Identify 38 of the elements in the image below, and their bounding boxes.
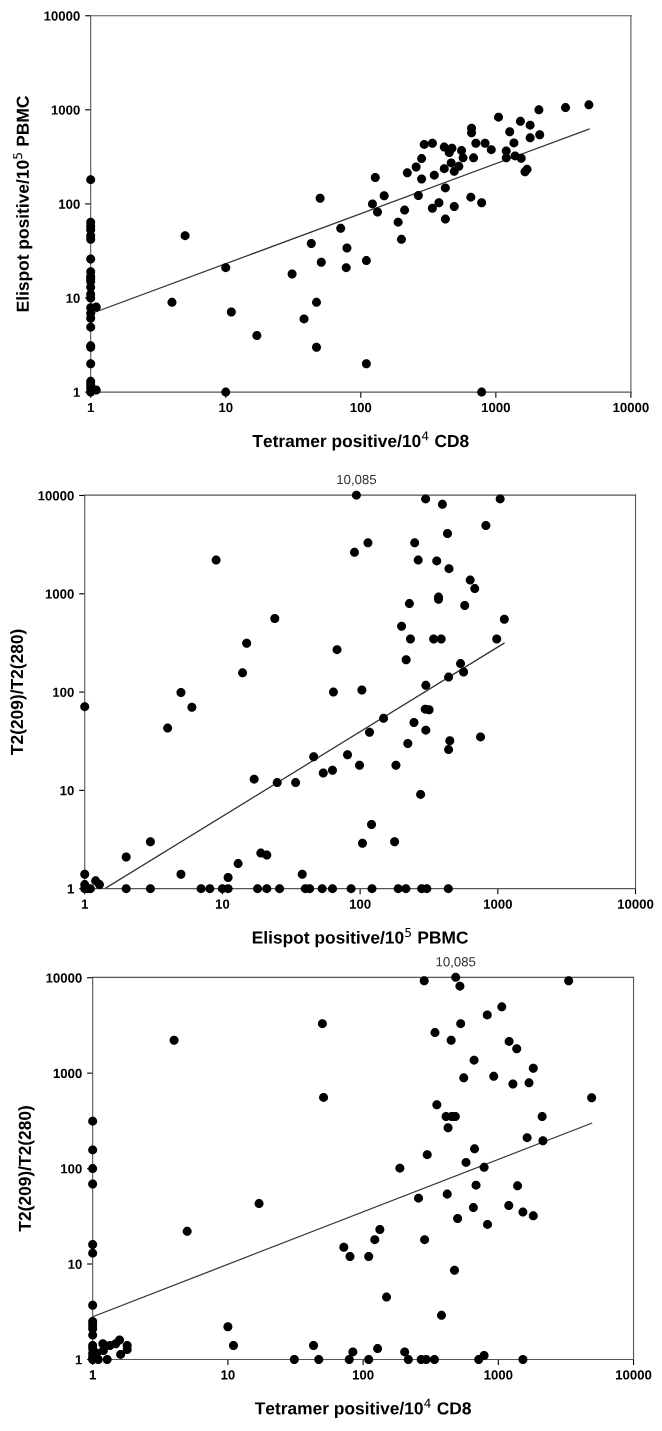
x-axis-title: Elispot positive/10$^{5}$ PBMC — [252, 928, 468, 948]
y-tick-label: 1 — [75, 1355, 82, 1365]
y-tick-label: 10 — [66, 293, 80, 303]
x-tick-label: 10000 — [613, 402, 649, 413]
x-tick-label: 100 — [350, 402, 372, 413]
annotation: 10,085 — [436, 957, 476, 968]
y-tick-label: 10 — [60, 785, 74, 796]
x-tick-label: 10000 — [618, 899, 654, 909]
x-tick-label: 10 — [219, 402, 233, 413]
x-tick-label: 1000 — [481, 402, 510, 413]
x-tick-label: 1 — [89, 1370, 96, 1380]
x-axis-title: Tetramer positive/10$^{4}$ CD8 — [254, 1398, 471, 1418]
y-tick-label: 100 — [59, 199, 80, 209]
y-tick-label: 1000 — [53, 1068, 82, 1079]
x-tick-label: 1 — [81, 899, 89, 909]
y-tick-label: 1000 — [51, 105, 80, 115]
y-tick-label: 10000 — [38, 491, 74, 501]
x-tick-label: 1000 — [483, 899, 512, 909]
x-tick-label: 100 — [349, 899, 371, 909]
y-axis-title: Elispot positive/10$^{5}$ PBMC — [13, 96, 33, 312]
y-tick-label: 100 — [61, 1164, 82, 1174]
x-tick-label: 1 — [87, 403, 94, 413]
y-tick-label: 10 — [68, 1259, 82, 1269]
y-tick-label: 1 — [67, 884, 74, 894]
x-tick-label: 1000 — [484, 1370, 513, 1380]
y-axis-title: T2(209)/T2(280) — [18, 1106, 35, 1232]
y-tick-label: 10000 — [46, 973, 82, 983]
x-tick-label: 10 — [215, 899, 230, 909]
y-tick-label: 1000 — [45, 589, 74, 599]
y-tick-label: 1 — [73, 387, 80, 397]
x-tick-label: 10000 — [616, 1370, 652, 1380]
y-axis-title: T2(209)/T2(280) — [10, 629, 27, 755]
y-tick-label: 10000 — [44, 11, 80, 21]
annotation: 10,085 — [337, 474, 377, 486]
x-tick-label: 100 — [352, 1370, 374, 1380]
y-tick-label: 100 — [53, 687, 74, 697]
x-tick-label: 10 — [221, 1370, 235, 1380]
x-axis-title: Tetramer positive/10$^{4}$ CD8 — [252, 431, 469, 451]
